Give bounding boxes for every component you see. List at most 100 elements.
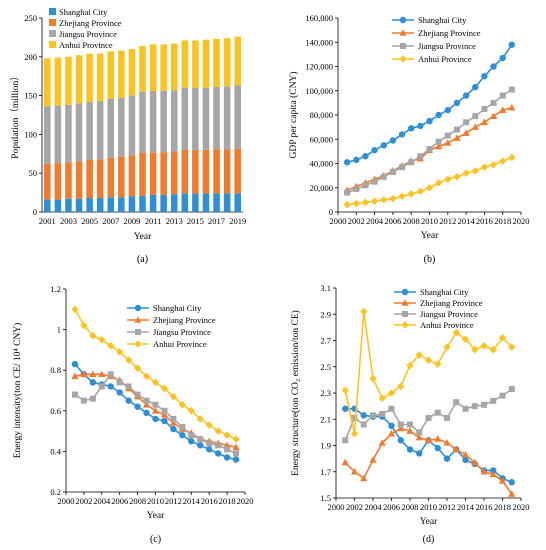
data-point	[179, 431, 186, 439]
x-axis-title: Year	[420, 517, 438, 527]
bar-segment	[44, 163, 51, 200]
data-point	[169, 419, 177, 426]
bar-segment	[192, 193, 199, 212]
data-point	[214, 450, 222, 457]
data-point	[461, 450, 470, 458]
bar-segment	[149, 194, 157, 212]
x-tick-label: 2018	[494, 502, 511, 512]
data-point	[380, 142, 387, 149]
data-point	[387, 429, 396, 437]
data-point	[360, 307, 368, 316]
y-tick-label: 1.2	[50, 284, 61, 294]
data-point	[387, 389, 396, 397]
data-point	[499, 106, 507, 113]
data-point	[435, 111, 442, 119]
x-tick-label: 2018	[219, 496, 236, 506]
data-point	[490, 467, 497, 474]
bar-segment	[149, 44, 157, 91]
data-point	[508, 103, 516, 111]
y-tick-label: 200	[24, 52, 37, 62]
x-tick-label: 2006	[384, 216, 401, 226]
bar-segment	[160, 90, 167, 153]
data-point	[169, 392, 177, 401]
legend-marker	[134, 340, 142, 348]
data-point	[416, 450, 423, 457]
bar-segment	[202, 149, 210, 194]
x-tick-label: 2018	[494, 216, 511, 226]
data-point	[489, 345, 497, 354]
data-point	[490, 99, 497, 106]
data-point	[434, 360, 442, 368]
data-point	[142, 372, 151, 381]
data-point	[125, 397, 132, 404]
bar-segment	[213, 149, 220, 194]
legend-marker	[399, 16, 407, 24]
x-tick-label: 2008	[129, 496, 146, 506]
data-point	[508, 479, 515, 486]
data-point	[160, 384, 169, 393]
data-point	[143, 409, 150, 417]
data-point	[399, 164, 406, 171]
x-tick-label: 2020	[513, 502, 530, 512]
bar-segment	[107, 157, 115, 198]
data-point	[341, 458, 349, 466]
legend-label: Anhui Province	[418, 54, 472, 64]
data-point	[425, 183, 434, 192]
data-point	[341, 386, 349, 395]
bar-segment	[160, 194, 167, 212]
data-point	[215, 442, 222, 449]
data-point	[369, 456, 377, 463]
data-point	[426, 145, 433, 152]
data-point	[232, 443, 240, 451]
data-point	[389, 137, 397, 144]
data-point	[452, 328, 460, 337]
data-point	[489, 470, 497, 478]
data-point	[435, 179, 443, 187]
bar-segment	[234, 148, 241, 194]
y-tick-label: 100	[24, 129, 37, 139]
data-point	[80, 370, 88, 378]
data-point	[406, 361, 414, 370]
y-tick-label: 50	[29, 168, 38, 178]
bar-segment	[128, 196, 136, 212]
bar-segment	[160, 44, 167, 91]
bar-segment	[44, 58, 51, 107]
data-point	[151, 407, 160, 414]
bar-segment	[223, 38, 231, 87]
data-point	[444, 132, 451, 139]
data-point	[71, 305, 79, 314]
y-tick-label: 0	[329, 207, 333, 217]
data-point	[342, 437, 349, 444]
data-point	[389, 194, 397, 203]
x-tick-label: 2002	[75, 496, 92, 506]
y-axis-title: Energy intensity(ton CE/ 10⁴ CNY)	[12, 323, 23, 459]
bar-segment	[223, 86, 231, 150]
bar-segment	[54, 105, 62, 164]
y-tick-label: 1	[57, 325, 61, 335]
y-tick-label: 0.6	[50, 406, 61, 416]
legend-marker	[135, 329, 141, 335]
y-tick-label: 2.3	[320, 388, 331, 398]
x-tick-label: 2020	[237, 496, 254, 506]
data-point	[481, 73, 488, 80]
data-point	[223, 454, 231, 461]
bar-segment	[149, 90, 157, 153]
bar-segment	[96, 53, 104, 102]
data-point	[453, 399, 460, 406]
legend-label: Jiangsu Province	[153, 327, 211, 337]
x-tick-label: 2005	[81, 216, 98, 226]
legend-label: Anhui Province	[59, 40, 113, 50]
data-point	[98, 335, 106, 344]
bar-segment	[170, 194, 178, 212]
legend-marker	[399, 29, 407, 36]
bar-segment	[223, 193, 231, 212]
data-point	[443, 455, 451, 462]
chart-a: 0 50 100 150 200 250 2001 2003 2005 2007 2009 2011 2…	[9, 7, 246, 265]
data-point	[206, 446, 213, 453]
legend-marker	[401, 299, 409, 306]
series-line	[346, 88, 513, 194]
data-point	[134, 364, 142, 372]
x-tick-label: 2012	[439, 502, 456, 512]
bar-segment	[128, 155, 136, 197]
data-point	[452, 445, 460, 453]
